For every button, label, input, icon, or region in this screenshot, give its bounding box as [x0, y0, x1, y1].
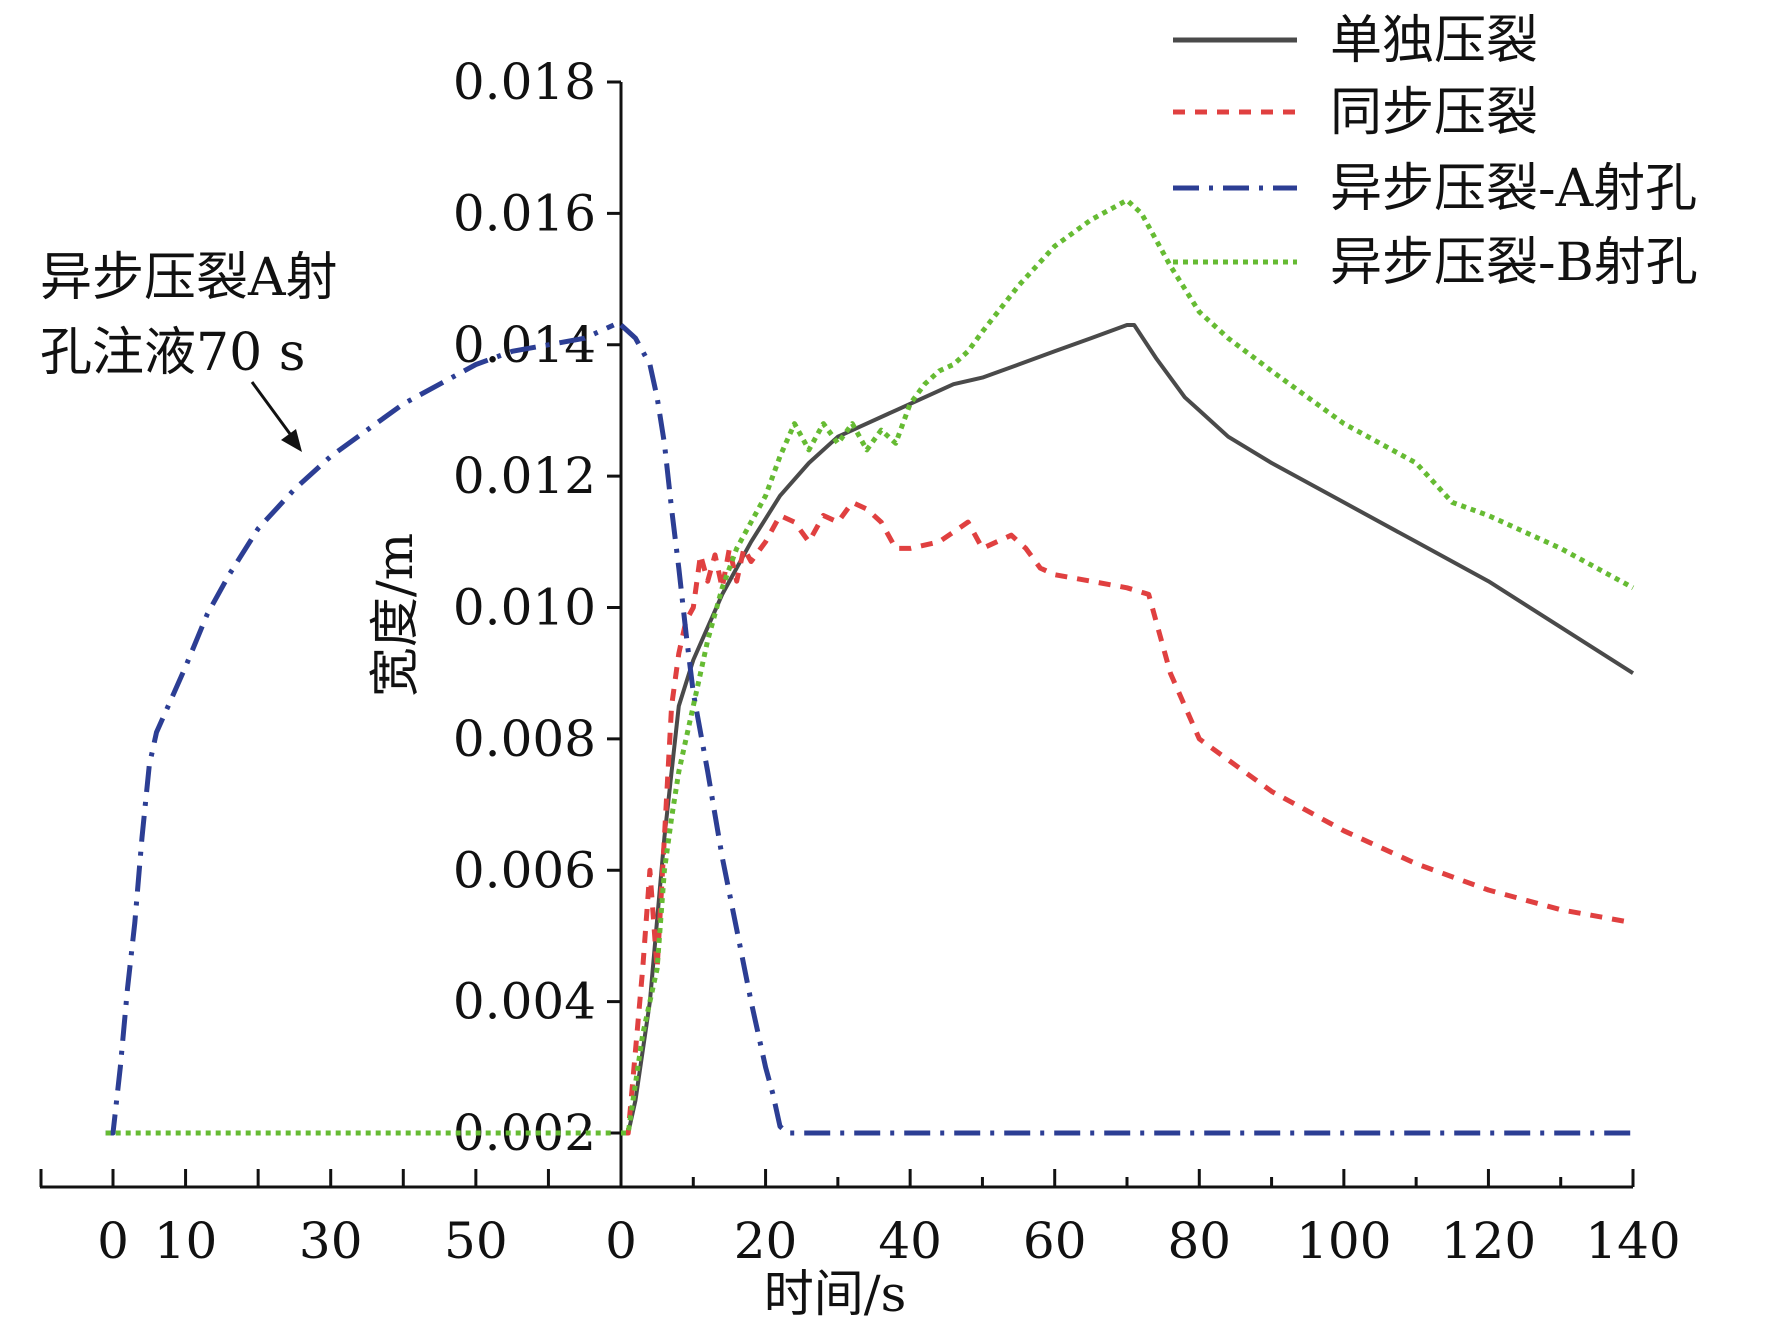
y-tick-label: 0.012 [453, 447, 596, 505]
series-layer [105, 197, 1635, 1136]
y-tick-label: 0.018 [453, 53, 596, 111]
y-ticks: 0.0020.0040.0060.0080.0100.0120.0140.016… [453, 53, 621, 1162]
annotation-line2: 孔注液70 s [40, 323, 305, 383]
y-tick-label: 0.010 [453, 579, 596, 637]
x-tick-label-main: 100 [1296, 1212, 1391, 1270]
x-tick-label-main: 140 [1585, 1212, 1680, 1270]
series-line-main-2 [619, 323, 1633, 1136]
y-tick-label: 0.006 [453, 841, 596, 899]
x-tick-label-pre: 50 [444, 1212, 508, 1270]
x-ticks-main: 0 20 40 60 80 100 120 140 [605, 1169, 1681, 1270]
x-tick-label-main: 80 [1167, 1212, 1231, 1270]
y-tick-label: 0.004 [453, 973, 596, 1031]
series-line-main-0 [621, 323, 1635, 1135]
legend-label-3: 异步压裂-B射孔 [1330, 233, 1698, 293]
x-ticks-pre: 0 10 30 50 [39, 1169, 550, 1270]
legend-label-2: 异步压裂-A射孔 [1330, 159, 1697, 219]
y-axis-label: 宽度/m [366, 533, 424, 697]
series-line-main-1 [621, 499, 1634, 1136]
x-tick-label-main: 0 [605, 1212, 637, 1270]
x-axis-label: 时间/s [764, 1265, 907, 1323]
y-tick-label: 0.008 [453, 710, 596, 768]
x-tick-label-main: 60 [1023, 1212, 1087, 1270]
y-tick-label: 0.002 [453, 1104, 596, 1162]
x-tick-label-pre: 10 [154, 1212, 218, 1270]
x-tick-label-main: 20 [734, 1212, 798, 1270]
x-tick-label-pre: 30 [299, 1212, 363, 1270]
x-tick-label-pre: 0 [97, 1212, 129, 1270]
y-tick-label: 0.016 [453, 184, 596, 242]
x-tick-label-main: 120 [1441, 1212, 1536, 1270]
legend-label-1: 同步压裂 [1330, 83, 1538, 143]
annotation-line1: 异步压裂A射 [40, 248, 338, 308]
series-line-main-3 [621, 197, 1635, 1136]
annotation-arrowhead [281, 429, 302, 452]
x-tick-label-main: 40 [878, 1212, 942, 1270]
legend-label-0: 单独压裂 [1330, 11, 1538, 71]
annotation-arrow-shaft [250, 381, 295, 439]
